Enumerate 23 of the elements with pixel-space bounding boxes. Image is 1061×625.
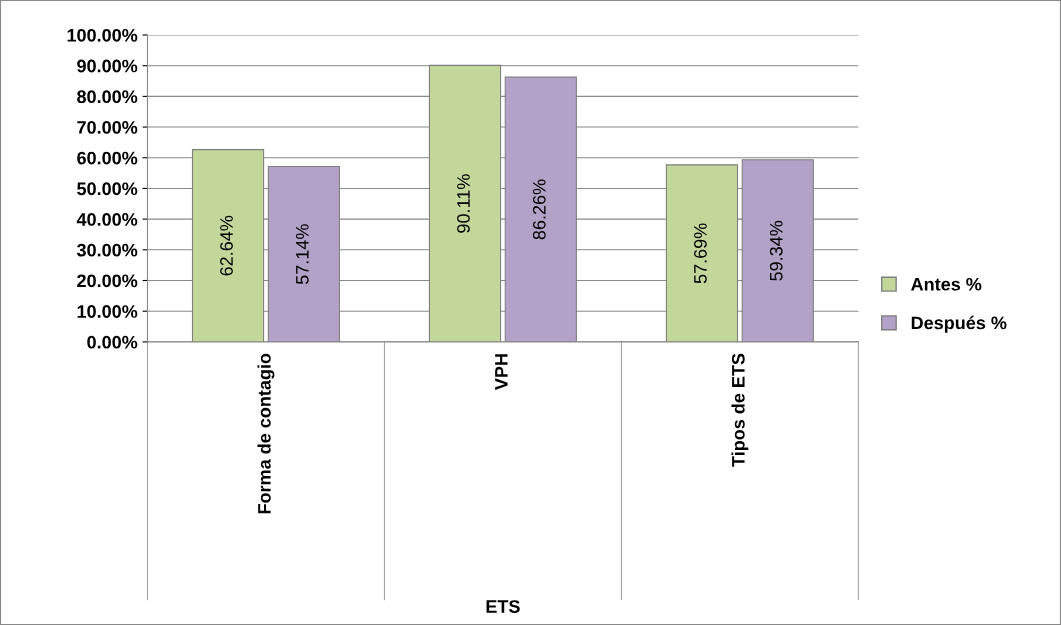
legend-label: Antes % [911, 277, 982, 291]
data-label: 59.34% [769, 220, 783, 281]
y-tick-label: 40.00% [76, 213, 138, 226]
data-label: 62.64% [220, 215, 233, 276]
y-tick-label: 50.00% [77, 182, 138, 196]
y-tick-label: 90.00% [77, 59, 138, 73]
x-tick-label: Forma de contagio [257, 353, 275, 514]
y-tick-label: 100.00% [67, 28, 138, 42]
x-tick-label: Tipos de ETS [731, 353, 749, 467]
data-label: 86.26% [532, 179, 546, 240]
y-tick-label: 60.00% [77, 151, 138, 165]
legend-label: Después % [911, 315, 1007, 333]
y-tick-label: 70.00% [77, 121, 138, 134]
y-tick-label: 20.00% [77, 274, 138, 288]
y-tick-label: 0.00% [87, 335, 138, 349]
y-tick-label: 80.00% [77, 90, 138, 104]
x-tick-label: VPH [495, 354, 508, 390]
data-label: 57.69% [694, 223, 707, 284]
data-label: 90.11% [457, 174, 470, 233]
data-label: 57.14% [296, 224, 309, 285]
x-axis-title: ETS [486, 600, 520, 613]
y-tick-label: 30.00% [76, 243, 138, 257]
y-tick-label: 10.00% [77, 305, 138, 318]
